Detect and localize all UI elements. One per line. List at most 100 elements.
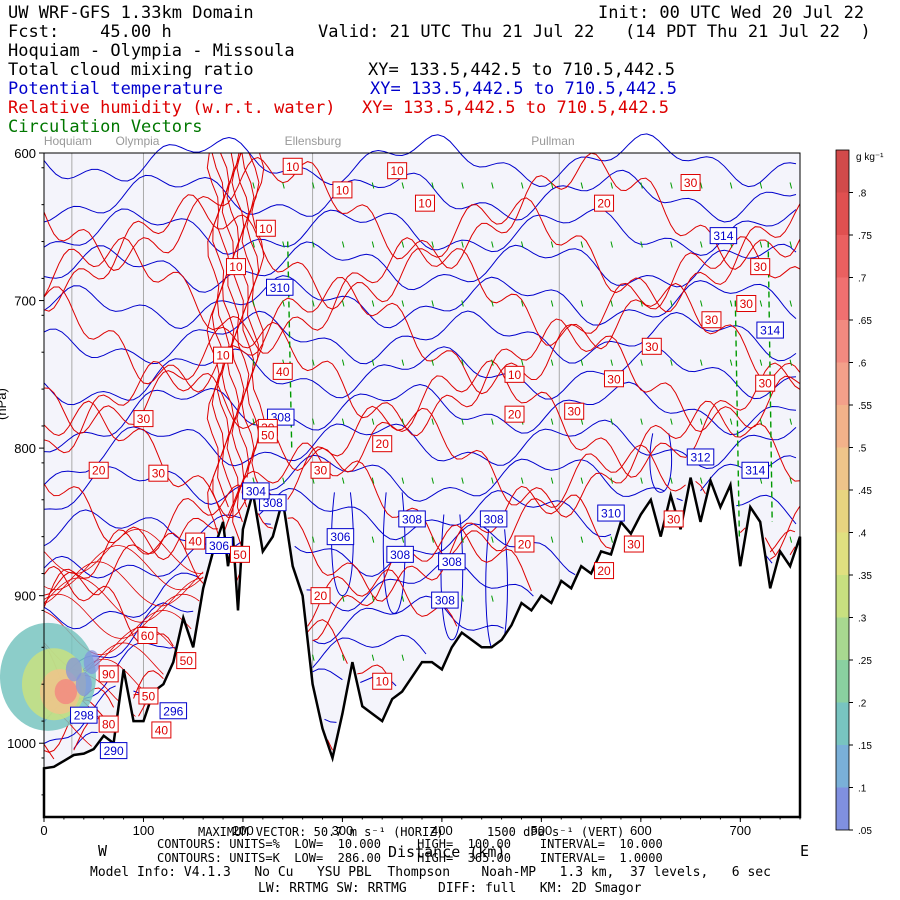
init-time: Init: 00 UTC Wed 20 Jul 22 [598, 3, 865, 23]
rh-label-18: 30 [736, 295, 757, 313]
theta-label-17: 298 [70, 706, 98, 724]
rh-label-21: 30 [603, 370, 624, 388]
vector-111 [670, 477, 673, 484]
svg-text:20: 20 [508, 408, 522, 422]
theta-contour-6 [43, 345, 797, 406]
vector-131 [789, 300, 793, 307]
svg-text:314: 314 [760, 324, 780, 338]
svg-text:314: 314 [713, 229, 733, 243]
colorbar-swatch-12 [836, 660, 849, 703]
rh-contour-5 [43, 360, 801, 478]
vector-0 [252, 182, 255, 189]
vector-89 [580, 359, 584, 366]
svg-text:308: 308 [390, 548, 410, 562]
vector-112 [700, 182, 703, 189]
vector-60 [461, 418, 464, 425]
vector-77 [520, 477, 524, 484]
colorbar-swatch-6 [836, 405, 849, 448]
rh-label-33: 50 [257, 426, 278, 444]
colorbar-swatch-13 [836, 702, 849, 745]
vector-11 [282, 477, 285, 484]
x-tick-label-7: 700 [729, 823, 751, 838]
vector-80 [550, 241, 554, 248]
colorbar-tick-label-4: .6 [858, 359, 867, 370]
field-vectors-label: Circulation Vectors [8, 117, 203, 137]
y-tick-label-3: 900 [14, 589, 36, 604]
rh-low-3 [43, 577, 204, 623]
vector-92 [580, 536, 584, 543]
svg-text:298: 298 [74, 709, 94, 723]
svg-text:30: 30 [627, 538, 641, 552]
field-cloud-label: Total cloud mixing ratio [8, 60, 254, 80]
rh-label-39: 90 [98, 665, 119, 683]
valid-time: Valid: 21 UTC Thu 21 Jul 22 (14 PDT Thu … [318, 22, 871, 42]
rh-label-32: 40 [151, 721, 172, 739]
svg-text:10: 10 [229, 260, 243, 274]
rh-label-9: 20 [594, 194, 615, 212]
rh-label-11: 20 [372, 435, 393, 453]
model-info: Model Info: V4.1.3 No Cu YSU PBL Thompso… [90, 865, 771, 880]
cloud-edge-2 [83, 650, 100, 675]
physics-info: LW: RRTMG SW: RRTMG DIFF: full KM: 2D Sm… [258, 881, 642, 896]
colorbar-swatch-11 [836, 617, 849, 660]
vector-82 [550, 359, 554, 366]
svg-text:30: 30 [740, 297, 754, 311]
svg-text:20: 20 [314, 589, 328, 603]
rh-contour-9 [43, 524, 796, 642]
colorbar-tick-label-15: .05 [858, 826, 872, 837]
cloud-edge-1 [75, 672, 92, 697]
theta-label-18: 290 [99, 742, 128, 760]
vector-93 [610, 182, 613, 189]
x-tick-label-1: 100 [133, 823, 155, 838]
colorbar-swatch-8 [836, 490, 849, 533]
forecast-hour: Fcst: 45.00 h [8, 22, 172, 42]
vector-37 [371, 595, 375, 602]
cloud-field [0, 622, 100, 731]
rh-label-34: 50 [229, 545, 250, 563]
vector-126 [759, 359, 763, 366]
rh-label-35: 50 [176, 652, 197, 670]
svg-text:310: 310 [270, 281, 290, 295]
max-vector-text: MAXIMUM VECTOR: 50.7 m s⁻¹ (HORIZ) 1500 … [198, 825, 625, 839]
vector-58 [461, 300, 464, 307]
rh-label-7: 10 [504, 365, 525, 383]
rh-label-28: 30 [755, 374, 776, 392]
colorbar-swatch-5 [836, 362, 849, 405]
colorbar-tick-label-5: .55 [858, 401, 872, 412]
svg-text:50: 50 [142, 690, 156, 704]
rh-label-22: 30 [564, 402, 585, 420]
colorbar-swatch-15 [836, 787, 849, 830]
vector-23 [341, 300, 345, 307]
svg-text:80: 80 [102, 718, 116, 732]
vector-65 [491, 241, 494, 248]
svg-text:308: 308 [442, 555, 462, 569]
rh-dense-5 [231, 152, 245, 596]
svg-text:30: 30 [684, 176, 698, 190]
svg-text:20: 20 [597, 197, 611, 211]
colorbar-tick-label-14: .1 [858, 784, 867, 795]
svg-text:60: 60 [141, 629, 155, 643]
vector-33 [371, 359, 375, 366]
cloud-patch-3 [54, 678, 78, 705]
vector-51 [431, 359, 434, 366]
colorbar-swatch-9 [836, 532, 849, 575]
axes: 0 100 200 300 400 500 600 700 600 700 800 900 1000 [7, 146, 801, 838]
y-tick-label-0: 600 [14, 146, 36, 161]
vector-52 [431, 418, 434, 425]
rh-contour-0 [43, 152, 801, 271]
vector-120 [729, 300, 733, 307]
vector-72 [520, 182, 524, 189]
vector-105 [640, 477, 643, 484]
vector-124 [759, 241, 763, 248]
vector-14 [312, 300, 315, 307]
vector-118 [729, 182, 733, 189]
x-tick-label-2: 200 [232, 823, 254, 838]
vector-102 [640, 300, 643, 307]
rh-label-4: 10 [255, 219, 276, 237]
vector-53 [431, 477, 434, 484]
rh-label-23: 30 [133, 410, 154, 428]
vector-86 [580, 182, 584, 189]
theta-contour-4 [43, 275, 797, 330]
svg-text:30: 30 [667, 512, 681, 526]
